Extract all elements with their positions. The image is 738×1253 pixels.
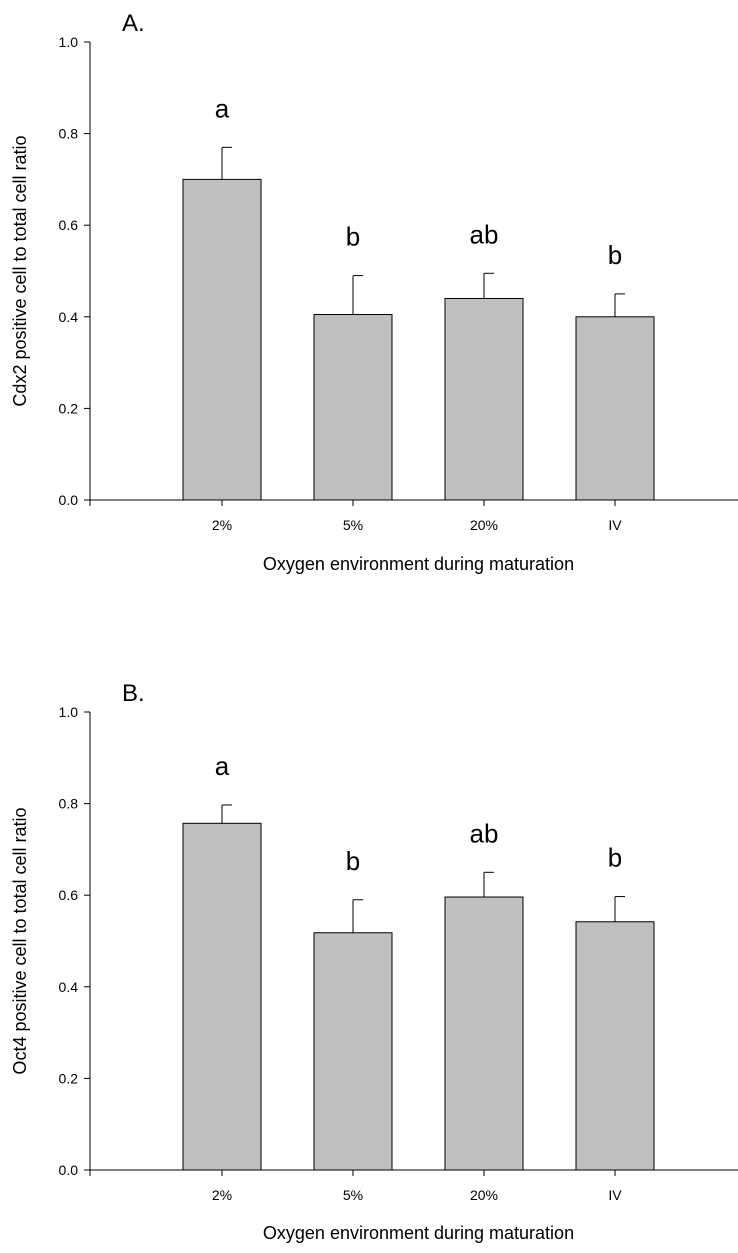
chart-panel-1: A. a 2% b 5% ab 20% b IV 0.0 0.2 0.4 0.6 0.8 1.0 Oxygen… (10, 10, 738, 574)
x-tick-label: 20% (470, 517, 498, 533)
chart-panel-2: B. a 2% b 5% ab 20% b IV 0.0 0.2 0.4 0.6 0.8 1.0 Oxygen… (10, 680, 738, 1243)
y-axis-title: Oct4 positive cell to total cell ratio (10, 807, 30, 1074)
y-tick-label: 0.6 (59, 887, 79, 903)
significance-letter: a (215, 751, 230, 781)
significance-letter: ab (470, 818, 499, 848)
significance-letter: b (346, 846, 360, 876)
significance-letter: a (215, 93, 230, 123)
bar (575, 316, 655, 501)
x-tick-label: 5% (343, 1187, 363, 1203)
x-tick-label: 2% (212, 517, 232, 533)
bar (182, 178, 262, 501)
x-tick-label: 20% (470, 1187, 498, 1203)
y-tick-label: 0.8 (59, 126, 79, 142)
significance-letter: ab (470, 219, 499, 249)
y-tick-label: 0.0 (59, 1162, 79, 1178)
significance-letter: b (608, 843, 622, 873)
x-tick-label: 2% (212, 1187, 232, 1203)
x-tick-label: IV (608, 517, 622, 533)
y-tick-label: 0.2 (59, 1070, 79, 1086)
bar (444, 896, 524, 1171)
y-tick-label: 0.0 (59, 492, 79, 508)
y-tick-label: 0.4 (59, 979, 79, 995)
bar (575, 921, 655, 1171)
x-axis-title: Oxygen environment during maturation (263, 554, 574, 574)
y-tick-label: 0.2 (59, 400, 79, 416)
y-tick-label: 1.0 (59, 34, 79, 50)
y-axis-title: Cdx2 positive cell to total cell ratio (10, 135, 30, 406)
significance-letter: b (608, 240, 622, 270)
bar (313, 314, 393, 501)
bar (444, 297, 524, 501)
y-tick-label: 0.6 (59, 217, 79, 233)
x-axis-title: Oxygen environment during maturation (263, 1223, 574, 1243)
x-tick-label: IV (608, 1187, 622, 1203)
y-tick-label: 0.8 (59, 796, 79, 812)
y-tick-label: 1.0 (59, 704, 79, 720)
panel-label: B. (122, 680, 145, 707)
significance-letter: b (346, 222, 360, 252)
x-tick-label: 5% (343, 517, 363, 533)
bar (182, 822, 262, 1171)
bar (313, 932, 393, 1171)
y-tick-label: 0.4 (59, 309, 79, 325)
panel-label: A. (122, 10, 145, 37)
